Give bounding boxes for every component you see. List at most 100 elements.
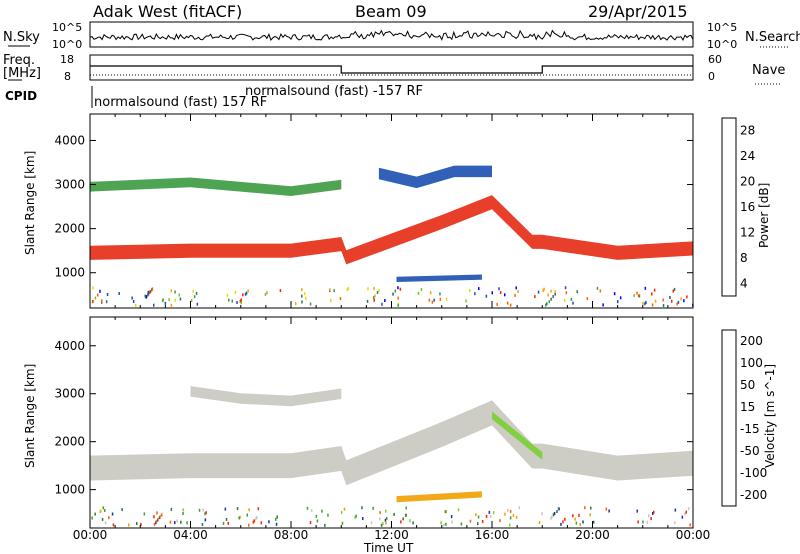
power-noise	[496, 302, 498, 306]
velocity-noise	[681, 515, 684, 519]
velocity-noise	[222, 521, 225, 525]
velocity-colorbar-tick: -15	[740, 422, 760, 436]
velocity-noise	[121, 508, 123, 512]
velocity-noise	[91, 516, 93, 520]
power-noise	[673, 287, 676, 291]
power-noise	[329, 288, 331, 292]
x-tick-label: 16:00	[475, 528, 510, 542]
velocity-noise	[340, 510, 343, 514]
velocity-noise	[205, 511, 207, 515]
velocity-colorbar-tick: -200	[740, 488, 767, 502]
velocity-noise	[327, 513, 329, 517]
velocity-noise	[186, 521, 188, 525]
velocity-colorbar-tick: 100	[740, 356, 763, 370]
freq-unit: [MHz]	[3, 66, 41, 81]
power-noise	[301, 288, 303, 292]
velocity-noise	[469, 519, 472, 523]
velocity-noise	[382, 522, 384, 526]
velocity-noise	[180, 520, 182, 524]
velocity-noise	[636, 509, 638, 513]
power-noise	[384, 299, 386, 302]
power-noise	[228, 298, 230, 302]
velocity-noise	[255, 517, 257, 521]
x-tick-label: 08:00	[274, 528, 309, 542]
power-colorbar-tick: 28	[740, 124, 755, 138]
power-noise	[420, 288, 423, 291]
velocity-noise	[94, 512, 96, 516]
power-colorbar-tick: 4	[740, 276, 748, 290]
power-noise	[644, 286, 647, 290]
velocity-noise	[379, 511, 381, 515]
velocity-noise	[608, 509, 610, 513]
power-band-0	[90, 195, 693, 265]
power-noise	[234, 291, 237, 294]
velocity-noise	[108, 516, 110, 520]
nave-top-tick: 60	[708, 53, 722, 66]
velocity-noise	[445, 522, 447, 526]
velocity-noise	[204, 518, 207, 522]
power-noise	[366, 299, 369, 303]
station-title: Adak West (fitACF)	[93, 2, 242, 21]
velocity-colorbar: 200 100 50 15 -15 -50 -100 -200	[721, 329, 767, 507]
power-noise	[417, 291, 420, 295]
power-noise	[397, 286, 399, 290]
velocity-colorbar-tick: 200	[740, 334, 763, 348]
velocity-noise	[475, 513, 477, 517]
velocity-noise	[248, 508, 250, 512]
velocity-noise	[509, 509, 512, 513]
freq-trace	[90, 65, 693, 76]
power-noise	[164, 301, 167, 305]
velocity-noise	[490, 515, 492, 518]
power-noise	[554, 292, 556, 296]
velocity-noise	[224, 507, 227, 511]
power-noise	[517, 290, 519, 294]
power-noise	[147, 290, 149, 294]
velocity-noise	[170, 507, 173, 511]
velocity-noise	[174, 521, 176, 525]
power-band-2	[396, 274, 482, 282]
velocity-noise	[153, 515, 155, 519]
power-noise	[653, 288, 656, 292]
velocity-noise	[440, 521, 442, 525]
velocity-noise	[412, 521, 414, 525]
power-noise	[565, 291, 568, 295]
power-noise	[543, 287, 545, 291]
velocity-noise	[541, 512, 543, 516]
velocity-noise	[582, 520, 584, 524]
velocity-noise	[450, 515, 453, 519]
velocity-noise	[550, 516, 552, 520]
velocity-noise	[204, 512, 206, 516]
power-noise	[301, 294, 303, 298]
velocity-band-2	[396, 491, 482, 503]
power-noise	[439, 297, 442, 301]
power-noise	[99, 289, 101, 293]
velocity-noise	[111, 512, 114, 516]
power-noise	[397, 296, 399, 300]
velocity-noise	[579, 523, 581, 526]
velocity-noise	[225, 518, 228, 521]
power-noise	[170, 303, 173, 307]
power-noise	[662, 304, 665, 307]
x-tick-label: 00:00	[676, 528, 711, 542]
power-axes: 1000 2000 3000 4000	[54, 114, 694, 308]
power-noise	[134, 303, 137, 307]
power-noise	[374, 294, 376, 298]
power-noise	[514, 293, 516, 297]
velocity-noise	[557, 506, 559, 510]
power-noise	[638, 294, 641, 298]
velocity-noise	[560, 522, 562, 526]
velocity-noise	[136, 522, 138, 525]
velocity-noise	[236, 507, 239, 511]
x-tick-label: 00:00	[73, 528, 108, 542]
power-noise	[301, 300, 303, 304]
power-noise	[683, 299, 685, 303]
velocity-noise	[685, 510, 687, 514]
velocity-noise	[538, 520, 541, 524]
velocity-noise	[445, 510, 447, 514]
velocity-noise	[386, 517, 388, 520]
power-noise	[242, 293, 244, 297]
power-colorbar-label: Power [dB]	[757, 183, 771, 248]
power-noise	[554, 290, 556, 294]
power-noise	[106, 293, 109, 296]
